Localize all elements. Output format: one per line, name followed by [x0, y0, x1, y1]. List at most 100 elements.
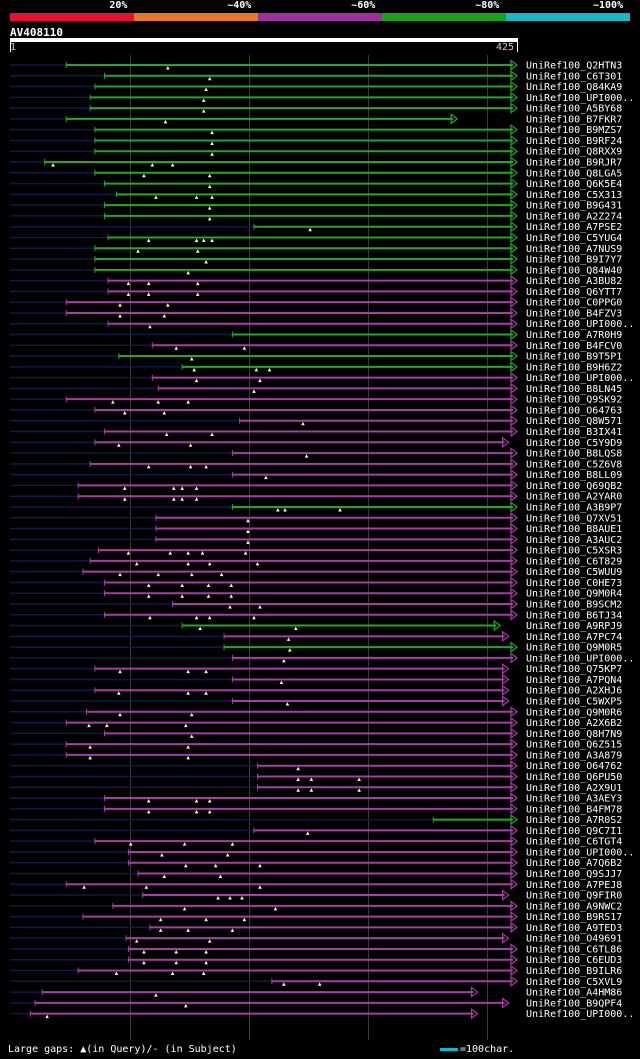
hit-row[interactable]: UniRef100_B8LN45	[10, 382, 622, 395]
hit-row[interactable]: UniRef100_B3IX41	[10, 425, 622, 438]
hit-label[interactable]: UniRef100_A3AEY3	[526, 794, 622, 805]
hit-row[interactable]: UniRef100_UPI000..	[10, 1007, 634, 1020]
hit-row[interactable]: UniRef100_Q9M0R4	[10, 587, 622, 600]
hit-row[interactable]: UniRef100_A3AUC2	[10, 533, 622, 546]
hit-label[interactable]: UniRef100_B9G431	[526, 201, 622, 212]
hit-row[interactable]: UniRef100_A9RPJ9	[10, 619, 622, 632]
hit-row[interactable]: UniRef100_Q9SK92	[10, 393, 622, 406]
hit-row[interactable]: UniRef100_Q84W40	[10, 264, 622, 276]
hit-row[interactable]: UniRef100_Q6Z515	[10, 738, 622, 751]
hit-label[interactable]: UniRef100_C6T829	[526, 556, 622, 567]
hit-label[interactable]: UniRef100_Q9M0R5	[526, 643, 622, 654]
hit-row[interactable]: UniRef100_A7R0S2	[10, 813, 622, 826]
hit-row[interactable]: UniRef100_B9I7Y7	[10, 253, 622, 266]
hit-label[interactable]: UniRef100_Q9C7I1	[526, 826, 622, 837]
hit-label[interactable]: UniRef100_A3A879	[526, 750, 622, 761]
hit-label[interactable]: UniRef100_Q7XV51	[526, 513, 622, 524]
hit-row[interactable]: UniRef100_UPI000..	[10, 652, 634, 664]
hit-label[interactable]: UniRef100_B8AUE1	[526, 524, 622, 535]
hit-label[interactable]: UniRef100_C6EUD3	[526, 955, 622, 966]
hit-row[interactable]: UniRef100_A3AEY3	[10, 792, 622, 805]
hit-row[interactable]: UniRef100_A2X6B2	[10, 716, 622, 729]
hit-row[interactable]: UniRef100_A4HM86	[10, 986, 622, 999]
hit-row[interactable]: UniRef100_O64763	[10, 404, 622, 416]
hit-row[interactable]: UniRef100_Q75KP7	[10, 662, 622, 675]
hit-row[interactable]: UniRef100_B6TJ34	[10, 609, 622, 621]
hit-row[interactable]: UniRef100_A2Z274	[10, 210, 622, 222]
hit-row[interactable]: UniRef100_B9RF24	[10, 134, 622, 147]
hit-label[interactable]: UniRef100_Q75KP7	[526, 664, 622, 675]
hit-row[interactable]: UniRef100_Q84KA9	[10, 80, 622, 93]
hit-row[interactable]: UniRef100_B8AUE1	[10, 522, 622, 535]
hit-row[interactable]: UniRef100_C0PPG0	[10, 296, 622, 309]
hit-label[interactable]: UniRef100_C5Z6V8	[526, 459, 622, 470]
hit-row[interactable]: UniRef100_B4FCV0	[10, 339, 622, 352]
hit-row[interactable]: UniRef100_Q8LGA5	[10, 167, 622, 179]
hit-label[interactable]: UniRef100_B9ILR6	[526, 966, 622, 977]
hit-row[interactable]: UniRef100_Q9M0R6	[10, 706, 622, 718]
hit-label[interactable]: UniRef100_C5Y9D9	[526, 438, 622, 449]
hit-row[interactable]: UniRef100_Q6YTT7	[10, 285, 622, 298]
hit-label[interactable]: UniRef100_Q9SJJ7	[526, 869, 622, 880]
hit-label[interactable]: UniRef100_Q8H7N9	[526, 729, 622, 740]
hit-label[interactable]: UniRef100_A5BY68	[526, 104, 622, 115]
hit-row[interactable]: UniRef100_O64762	[10, 760, 622, 772]
hit-row[interactable]: UniRef100_A9TED3	[10, 921, 622, 934]
hit-label[interactable]: UniRef100_C5YUG4	[526, 233, 622, 244]
hit-label[interactable]: UniRef100_C5WUU9	[526, 567, 622, 578]
hit-row[interactable]: UniRef100_C6T829	[10, 555, 622, 567]
hit-label[interactable]: UniRef100_Q9SK92	[526, 395, 622, 406]
hit-label[interactable]: UniRef100_O64762	[526, 761, 622, 772]
hit-row[interactable]: UniRef100_A7Q6B2	[10, 857, 622, 869]
hit-label[interactable]: UniRef100_A2Z274	[526, 211, 622, 222]
hit-label[interactable]: UniRef100_A7PSE2	[526, 222, 622, 233]
hit-label[interactable]: UniRef100_Q6Z515	[526, 740, 622, 751]
hit-label[interactable]: UniRef100_B9H6Z2	[526, 362, 622, 373]
hit-label[interactable]: UniRef100_B8LL09	[526, 470, 622, 481]
hit-label[interactable]: UniRef100_Q9M0R4	[526, 589, 622, 600]
hit-label[interactable]: UniRef100_B9I7Y7	[526, 255, 622, 266]
hit-label[interactable]: UniRef100_B9MZS7	[526, 125, 622, 136]
hit-label[interactable]: UniRef100_UPI000..	[526, 847, 634, 858]
hit-label[interactable]: UniRef100_Q84W40	[526, 265, 622, 276]
hit-row[interactable]: UniRef100_B8LL09	[10, 468, 622, 481]
hit-row[interactable]: UniRef100_A9NWC2	[10, 900, 622, 912]
hit-label[interactable]: UniRef100_B3IX41	[526, 427, 622, 438]
hit-row[interactable]: UniRef100_A7PSE2	[10, 220, 622, 233]
hit-label[interactable]: UniRef100_UPI000..	[526, 1009, 634, 1020]
hit-label[interactable]: UniRef100_A3B9P7	[526, 502, 622, 513]
hit-row[interactable]: UniRef100_C5WUU9	[10, 565, 622, 578]
hit-row[interactable]: UniRef100_A2YAR0	[10, 490, 622, 503]
hit-label[interactable]: UniRef100_Q8RXX9	[526, 147, 622, 158]
hit-row[interactable]: UniRef100_B9ILR6	[10, 964, 622, 977]
hit-row[interactable]: UniRef100_B9RJR7	[10, 156, 622, 169]
hit-row[interactable]: UniRef100_Q7XV51	[10, 512, 622, 524]
hit-label[interactable]: UniRef100_B4FCV0	[526, 341, 622, 352]
hit-label[interactable]: UniRef100_O49691	[526, 934, 622, 945]
hit-label[interactable]: UniRef100_A7NUS9	[526, 244, 622, 255]
hit-label[interactable]: UniRef100_A3BU82	[526, 276, 622, 287]
hit-row[interactable]: UniRef100_B9RS17	[10, 910, 622, 923]
hit-row[interactable]: UniRef100_UPI000..	[10, 846, 634, 858]
hit-row[interactable]: UniRef100_C6TGT4	[10, 835, 622, 848]
hit-row[interactable]: UniRef100_B8LQS8	[10, 447, 622, 460]
hit-label[interactable]: UniRef100_A9RPJ9	[526, 621, 622, 632]
hit-row[interactable]: UniRef100_A7PC74	[10, 630, 622, 643]
hit-row[interactable]: UniRef100_C5XVL9	[10, 975, 622, 988]
hit-label[interactable]: UniRef100_A3AUC2	[526, 535, 622, 546]
hit-label[interactable]: UniRef100_Q2HTN3	[526, 61, 622, 72]
hit-row[interactable]: UniRef100_A2X9U1	[10, 781, 622, 794]
hit-row[interactable]: UniRef100_C5Y9D9	[10, 436, 622, 449]
hit-row[interactable]: UniRef100_A7PEJ8	[10, 878, 622, 891]
hit-label[interactable]: UniRef100_A4HM86	[526, 988, 622, 999]
hit-row[interactable]: UniRef100_C5Z6V8	[10, 458, 622, 470]
hit-label[interactable]: UniRef100_UPI000..	[526, 319, 634, 330]
hit-label[interactable]: UniRef100_Q8LGA5	[526, 168, 622, 179]
hit-row[interactable]: UniRef100_B7FKR7	[10, 113, 622, 125]
hit-label[interactable]: UniRef100_A2X6B2	[526, 718, 622, 729]
hit-label[interactable]: UniRef100_UPI000..	[526, 93, 634, 104]
hit-row[interactable]: UniRef100_A7PQN4	[10, 673, 622, 686]
hit-label[interactable]: UniRef100_B4FZV3	[526, 308, 622, 319]
hit-label[interactable]: UniRef100_A7PQN4	[526, 675, 622, 686]
hit-label[interactable]: UniRef100_Q84KA9	[526, 82, 622, 93]
